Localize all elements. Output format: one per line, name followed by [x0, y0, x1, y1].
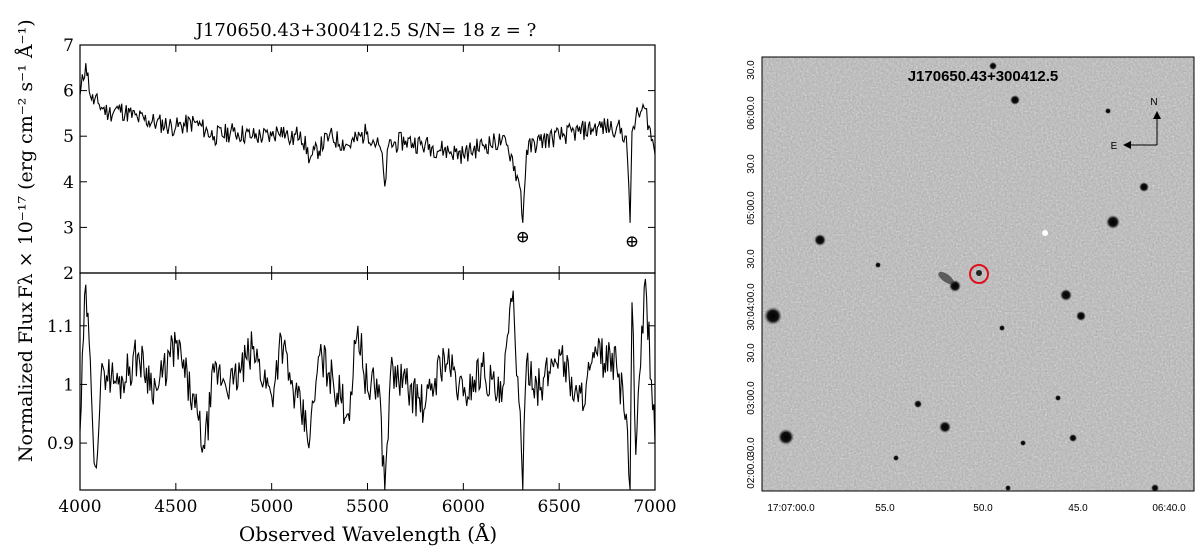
y-tick-label: 5 [63, 127, 74, 147]
bright-pixel [1042, 230, 1048, 236]
telluric-annotation: ⊕ [516, 228, 530, 248]
ra-tick-label: 06:40.0 [1152, 503, 1186, 514]
normalized-spectrum-line [79, 278, 656, 491]
dec-tick-labels: 30.0 06:00.0 30.0 05:00.0 30.0 30:04:00.… [746, 60, 757, 489]
dec-tick-label: 30.0 [746, 437, 757, 457]
y-tick-label: 0.9 [47, 434, 74, 454]
x-tick-label: 6500 [538, 497, 581, 517]
x-tick-label: 7000 [633, 497, 676, 517]
star [999, 325, 1005, 331]
ra-tick-label: 55.0 [875, 503, 895, 514]
top-y-ticks: 2 3 4 5 6 7 [63, 36, 655, 284]
ra-tick-labels: 17:07:00.0 55.0 50.0 45.0 06:40.0 [767, 503, 1186, 514]
dec-tick-label: 30.0 [746, 343, 757, 363]
star [1055, 395, 1061, 401]
bottom-y-axis-label: Normalized Flux [15, 302, 37, 463]
star [939, 421, 951, 433]
star [1105, 108, 1111, 114]
finding-chart-panel: J170650.43+300412.5 N E 17:07:00.0 55.0 … [746, 56, 1195, 514]
star [1076, 311, 1086, 321]
image-title: J170650.43+300412.5 [908, 68, 1059, 85]
star [1005, 485, 1011, 491]
sky-image-frame [761, 56, 1195, 492]
bottom-x-ticks: 4000 4500 5000 5500 6000 6500 7000 [58, 273, 677, 517]
star [1151, 484, 1159, 491]
galaxy [938, 271, 954, 285]
star [1010, 95, 1020, 105]
compass: N E [1111, 97, 1161, 152]
star [764, 307, 782, 325]
sky-sources [764, 62, 1159, 491]
star [875, 262, 881, 268]
star [893, 455, 899, 461]
y-tick-label: 3 [63, 218, 74, 238]
y-tick-label: 1 [63, 375, 74, 395]
ra-tick-label: 45.0 [1068, 503, 1088, 514]
dec-tick-label: 02:00.0 [746, 455, 757, 489]
star [1139, 182, 1149, 192]
dec-tick-label: 03:00.0 [746, 381, 757, 415]
star [814, 234, 826, 246]
dec-tick-label: 30.0 [746, 60, 757, 80]
dec-tick-label: 30.0 [746, 154, 757, 174]
compass-east-label: E [1111, 141, 1118, 152]
y-tick-label: 7 [63, 36, 74, 56]
y-tick-label: 6 [63, 82, 74, 102]
x-tick-label: 4500 [154, 497, 197, 517]
x-tick-label: 6000 [442, 497, 485, 517]
spectrum-title: J170650.43+300412.5 S/N= 18 z = ? [194, 20, 536, 41]
telluric-annotation: ⊕ [625, 232, 639, 252]
star [1060, 289, 1072, 301]
star [989, 62, 997, 70]
top-axes-frame [79, 44, 656, 274]
ra-tick-label: 50.0 [973, 503, 993, 514]
x-tick-label: 5000 [250, 497, 293, 517]
dec-tick-label: 30:04:00.0 [746, 283, 757, 331]
star [914, 400, 922, 408]
x-axis-label: Observed Wavelength (Å) [239, 521, 497, 546]
top-x-ticks [79, 45, 656, 273]
top-y-axis-label: Fλ × 10⁻¹⁷ (erg cm⁻² s⁻¹ Å⁻¹) [15, 19, 37, 298]
spectrum-panel: J170650.43+300412.5 S/N= 18 z = ? 2 3 4 5 6 7… [15, 19, 677, 546]
compass-north-label: N [1150, 97, 1157, 108]
telluric-markers: ⊕ ⊕ [516, 228, 640, 253]
y-tick-label: 1.1 [47, 317, 74, 337]
ra-tick-label: 17:07:00.0 [767, 503, 815, 514]
dec-tick-label: 05:00.0 [746, 191, 757, 225]
flux-spectrum-line [79, 63, 656, 223]
dec-tick-label: 30.0 [746, 249, 757, 269]
y-tick-label: 4 [63, 173, 74, 193]
star [1106, 215, 1120, 229]
target-source [976, 270, 982, 276]
dec-tick-label: 06:00.0 [746, 96, 757, 130]
star [1020, 440, 1026, 446]
x-tick-label: 5500 [346, 497, 389, 517]
target-marker-circle [969, 264, 989, 284]
star [778, 429, 794, 445]
y-tick-label: 2 [63, 264, 74, 284]
bottom-y-ticks: 0.9 1 1.1 [47, 317, 655, 454]
star [1069, 434, 1077, 442]
x-tick-label: 4000 [58, 497, 101, 517]
